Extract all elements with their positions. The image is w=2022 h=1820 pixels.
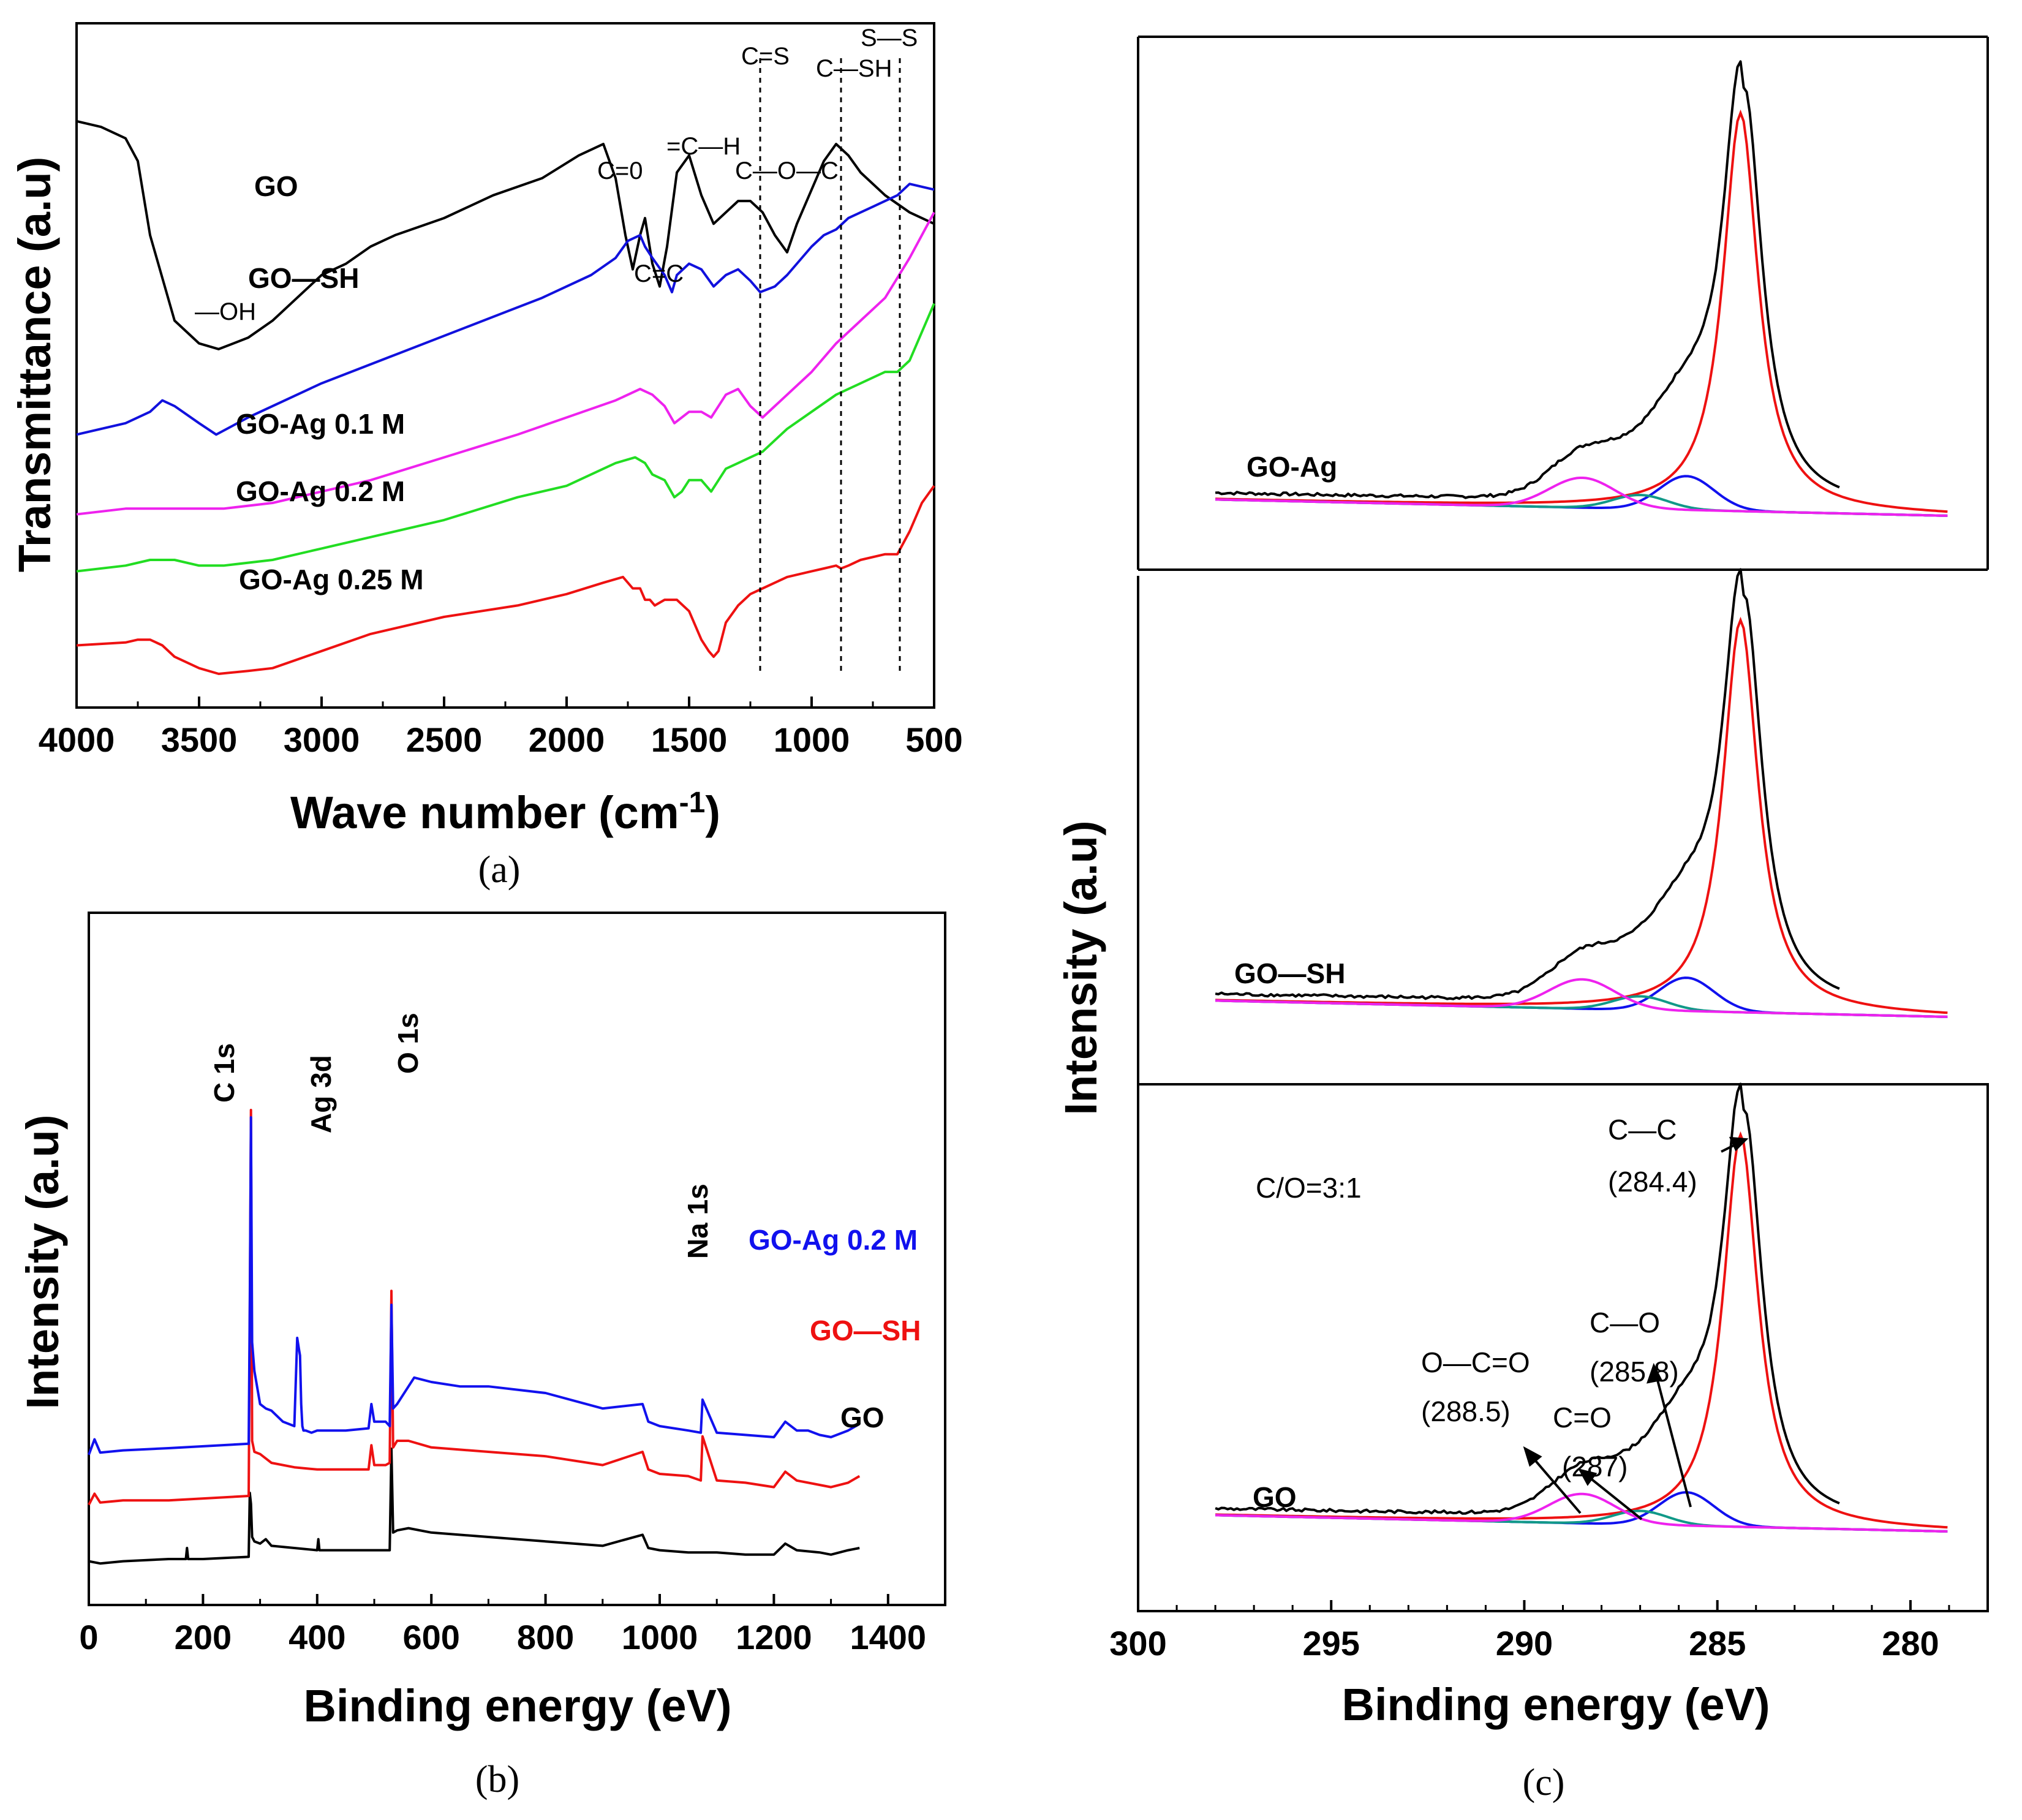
panel-c-tick-label-3: 285 <box>1689 1624 1746 1663</box>
ann-c-c: C=C <box>634 260 684 287</box>
peak-c1s: C 1s <box>208 1043 240 1103</box>
ann-cc-bond: C—C <box>1608 1114 1677 1146</box>
panel-c-frame3 <box>1137 1083 1989 1612</box>
ann-s-s: S—S <box>861 25 918 51</box>
panel-a-series-3 <box>76 303 935 573</box>
panel-b-series-2 <box>88 1448 860 1565</box>
ann-co-bond: C—O <box>1590 1307 1660 1339</box>
panel-b-tick-label-1: 200 <box>175 1618 232 1656</box>
panel-b-tick-label-5: 1000 <box>622 1618 698 1656</box>
label-go-ag-02: GO-Ag 0.2 M <box>236 475 405 507</box>
panel-a-tick-label-1: 3500 <box>161 720 238 759</box>
label-go: GO <box>254 170 298 202</box>
panel-a-tick-label-6: 1000 <box>774 720 850 759</box>
xlabel-main: Wave number (cm <box>290 787 679 838</box>
arrow-c-o-double-head <box>1578 1468 1598 1486</box>
ann-c-o-double-energy: (287) <box>1562 1451 1628 1482</box>
panel-b-tick-label-4: 800 <box>517 1618 574 1656</box>
panel-c-2-component-3 <box>1215 1492 1948 1533</box>
panel-a-xlabel: Wave number (cm-1) <box>290 787 720 839</box>
panel-a-series-1 <box>76 183 935 436</box>
arrow-cc-head <box>1729 1136 1749 1152</box>
label-b-go-sh: GO—SH <box>810 1315 921 1346</box>
panel-a-tick-label-0: 4000 <box>39 720 115 759</box>
panel-c-1-component-3 <box>1215 978 1948 1018</box>
xlabel-close: ) <box>705 787 720 838</box>
ann-c-o-double: C=0 <box>597 157 643 184</box>
ann-ocoo-bond: O—C=O <box>1421 1346 1530 1378</box>
caption-c: (c) <box>1523 1762 1565 1803</box>
ann-cc-energy: (284.4) <box>1608 1166 1697 1198</box>
panel-a-tick-label-5: 1500 <box>651 720 728 759</box>
ann-c-h: =C—H <box>666 133 741 160</box>
peak-ag3d: Ag 3d <box>305 1055 337 1133</box>
panel-a: 4000 3500 3000 2500 2000 1500 1000 500 Wave num… <box>9 22 963 891</box>
panel-a-ylabel: Transmittance (a.u) <box>9 157 60 573</box>
panel-a-tick-label-3: 2500 <box>406 720 483 759</box>
arrow-co <box>1653 1365 1692 1508</box>
panel-c-1-component-0 <box>1215 616 1948 1014</box>
ann-co-energy: (285.8) <box>1590 1356 1679 1388</box>
panel-b-series-0 <box>88 1116 861 1456</box>
panel-c-tick-label-2: 290 <box>1496 1624 1553 1663</box>
ann-c-o-c: C—O—C <box>735 157 839 184</box>
ann-oh: —OH <box>195 298 256 325</box>
peak-na1s: Na 1s <box>682 1184 714 1259</box>
panel-a-tick-label-7: 500 <box>905 720 962 759</box>
panel-a-series-2 <box>76 211 935 516</box>
panel-b-frame <box>88 912 946 1606</box>
panel-a-frame <box>75 22 935 709</box>
panel-b-tick-label-3: 600 <box>402 1618 459 1656</box>
panel-b-tick-label-2: 400 <box>289 1618 345 1656</box>
label-go-ag-025: GO-Ag 0.25 M <box>239 564 424 595</box>
label-go-ag-01: GO-Ag 0.1 M <box>236 408 405 440</box>
panel-a-tick-label-2: 3000 <box>284 720 360 759</box>
xlabel-sup: -1 <box>679 787 706 819</box>
panel-b: 0 200 400 600 800 1000 1200 1400 Binding energy… <box>17 912 946 1800</box>
panel-c-1-raw <box>1215 568 1840 1000</box>
label-c-go: GO <box>1253 1481 1297 1513</box>
panel-c-tick-label-4: 280 <box>1882 1624 1939 1663</box>
ratio-c-o: C/O=3:1 <box>1256 1172 1362 1204</box>
label-c-go-sh: GO—SH <box>1234 957 1345 989</box>
panel-a-tick-label-4: 2000 <box>529 720 605 759</box>
ann-c-s: C=S <box>741 43 790 70</box>
panel-c-xlabel: Binding energy (eV) <box>1342 1679 1770 1730</box>
label-b-go: GO <box>840 1402 885 1433</box>
ann-c-o-double-bond: C=O <box>1553 1402 1612 1433</box>
panel-c-arrows <box>1523 1136 1749 1520</box>
panel-b-tick-label-6: 1200 <box>736 1618 812 1656</box>
label-c-go-ag: GO-Ag <box>1247 451 1337 483</box>
panel-c-ylabel: Intensity (a.u) <box>1055 820 1106 1115</box>
ann-ocoo-energy: (288.5) <box>1421 1395 1511 1427</box>
panel-c-0-component-3 <box>1215 477 1948 517</box>
peak-o1s: O 1s <box>392 1013 424 1074</box>
panel-b-xlabel: Binding energy (eV) <box>304 1680 732 1731</box>
panel-b-tick-label-7: 1400 <box>850 1618 927 1656</box>
arrow-co-head <box>1646 1362 1662 1384</box>
caption-a: (a) <box>478 849 521 891</box>
panel-a-series-4 <box>76 485 935 675</box>
panel-c-tick-label-0: 300 <box>1109 1624 1166 1663</box>
caption-b: (b) <box>475 1759 519 1800</box>
panel-c-tick-label-1: 295 <box>1303 1624 1360 1663</box>
label-go-sh: GO—SH <box>248 262 359 294</box>
arrow-ocoo-head <box>1523 1446 1542 1467</box>
ann-c-sh: C—SH <box>816 55 892 82</box>
panel-c-2-raw <box>1215 1082 1840 1515</box>
panel-b-tick-label-0: 0 <box>79 1618 98 1656</box>
panel-b-ylabel: Intensity (a.u) <box>17 1114 68 1409</box>
panel-c-0-raw <box>1215 60 1840 499</box>
label-b-go-ag: GO-Ag 0.2 M <box>749 1224 918 1256</box>
panel-c: 300 295 290 285 280 Binding energy (eV) Inte… <box>1055 36 1989 1803</box>
